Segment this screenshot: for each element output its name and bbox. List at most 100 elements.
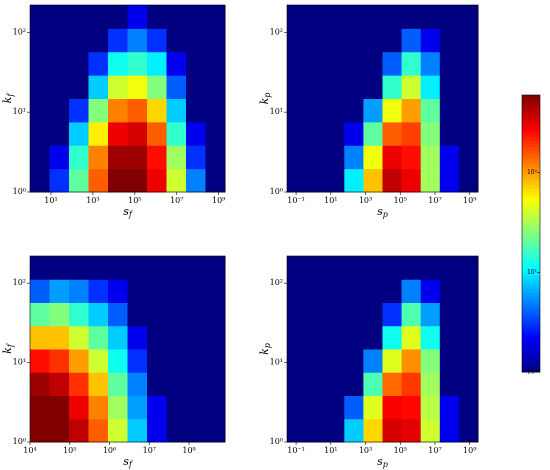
heatmap-cell: [420, 302, 441, 327]
heatmap-cell: [69, 168, 89, 193]
heatmap-cell: [88, 349, 109, 373]
heatmap-cell: [287, 5, 307, 29]
heatmap-cell: [363, 279, 383, 303]
heatmap-cell: [363, 28, 383, 53]
heatmap-cell: [69, 145, 89, 170]
heatmap-cell: [108, 121, 128, 146]
heatmap-cell: [88, 372, 109, 396]
heatmap-cell: [458, 418, 479, 443]
heatmap-cell: [420, 121, 441, 146]
x-tick-label: 10⁻¹: [287, 446, 305, 455]
x-axis-label-base: s: [123, 205, 129, 218]
heatmap-cell: [49, 145, 70, 170]
heatmap-cell: [108, 302, 128, 327]
colorbar-segment: [522, 268, 540, 273]
colorbar-segment: [522, 112, 540, 117]
heatmap-cell: [186, 75, 206, 99]
heatmap-cell: [186, 256, 206, 280]
x-tick-label: 10¹: [44, 196, 57, 205]
colorbar-segment: [522, 198, 540, 203]
colorbar-segment: [522, 209, 540, 214]
heatmap-cell: [69, 256, 89, 280]
heatmap-cell: [30, 168, 50, 193]
heatmap-cell: [287, 168, 307, 193]
heatmap-cell: [147, 279, 167, 303]
heatmap-cell: [458, 51, 479, 76]
colorbar-segment: [522, 271, 540, 276]
heatmap-cell: [166, 279, 187, 303]
heatmap-cell: [69, 51, 89, 76]
heatmap-cell: [363, 98, 383, 123]
colorbar-segment: [522, 254, 540, 259]
x-tick-label: 10⁷: [170, 196, 183, 205]
colorbar-segment: [522, 330, 540, 335]
heatmap-cell: [287, 349, 307, 373]
heatmap-cell: [382, 349, 403, 373]
heatmap-cell: [439, 51, 460, 76]
x-tick-label: 10⁷: [143, 446, 156, 455]
heatmap-cell: [344, 51, 364, 76]
colorbar-segment: [522, 219, 540, 224]
heatmap-cell: [186, 98, 206, 123]
heatmap-cell: [30, 325, 50, 350]
x-tick-label: 10⁷: [428, 196, 441, 205]
colorbar-segment: [522, 181, 540, 186]
heatmap-cell: [401, 168, 422, 193]
colorbar-segment: [522, 174, 540, 179]
y-tick-label: 10⁰: [270, 437, 283, 446]
heatmap-cell: [205, 418, 226, 443]
y-tick-label: 10²: [270, 27, 283, 36]
heatmap-cell: [69, 372, 89, 396]
heatmap-cell: [88, 168, 109, 193]
heatmap-cell: [458, 349, 479, 373]
heatmap-cell: [205, 168, 226, 193]
heatmap-cell: [287, 98, 307, 123]
plot-frame: [286, 4, 479, 193]
colorbar-segment: [522, 212, 540, 217]
heatmap-cell: [363, 302, 383, 327]
heatmap-cell: [30, 121, 50, 146]
heatmap-cell: [147, 51, 167, 76]
colorbar-segment: [522, 326, 540, 331]
colorbar-segment: [522, 261, 540, 266]
heatmap-cell: [287, 75, 307, 99]
heatmap-cell: [382, 325, 403, 350]
heatmap-cell: [439, 302, 460, 327]
heatmap-cell: [205, 395, 226, 420]
y-axis-label-base: k: [1, 96, 14, 103]
colorbar-segment: [522, 292, 540, 297]
x-tick-label: 10⁹: [463, 196, 477, 205]
heatmap-cell: [287, 28, 307, 53]
colorbar-segment: [522, 275, 540, 280]
y-tick-label: 10⁰: [13, 437, 26, 446]
heatmap-cell: [382, 98, 403, 123]
heatmap-cell: [30, 75, 50, 99]
x-axis-label-base: s: [377, 455, 383, 468]
heatmap-cell: [458, 325, 479, 350]
heatmap-cell: [108, 349, 128, 373]
y-axis-label-sub: p: [263, 93, 272, 98]
y-axis-label-sub: f: [6, 92, 15, 98]
heatmap-cell: [49, 395, 70, 420]
heatmap-cell: [401, 28, 422, 53]
y-axis-label-base: k: [258, 348, 271, 355]
heatmap-cell: [88, 418, 109, 443]
heatmap-cell: [325, 75, 345, 99]
heatmap-cell: [147, 325, 167, 350]
heatmap-cell: [439, 145, 460, 170]
heatmap-cell: [49, 256, 70, 280]
x-axis-label-base: s: [123, 455, 129, 468]
heatmap-cell: [108, 279, 128, 303]
heatmap-cell: [382, 168, 403, 193]
heatmap-cell: [306, 121, 326, 146]
heatmap-cell: [88, 302, 109, 327]
x-tick-label: 10⁵: [394, 446, 407, 455]
heatmap-cell: [458, 168, 479, 193]
heatmap-cell: [166, 145, 187, 170]
heatmap-cell: [186, 302, 206, 327]
heatmap-cell: [458, 5, 479, 29]
heatmap-cell: [88, 51, 109, 76]
heatmap-cell: [458, 98, 479, 123]
heatmap-cell: [420, 51, 441, 76]
colorbar-segment: [522, 264, 540, 269]
